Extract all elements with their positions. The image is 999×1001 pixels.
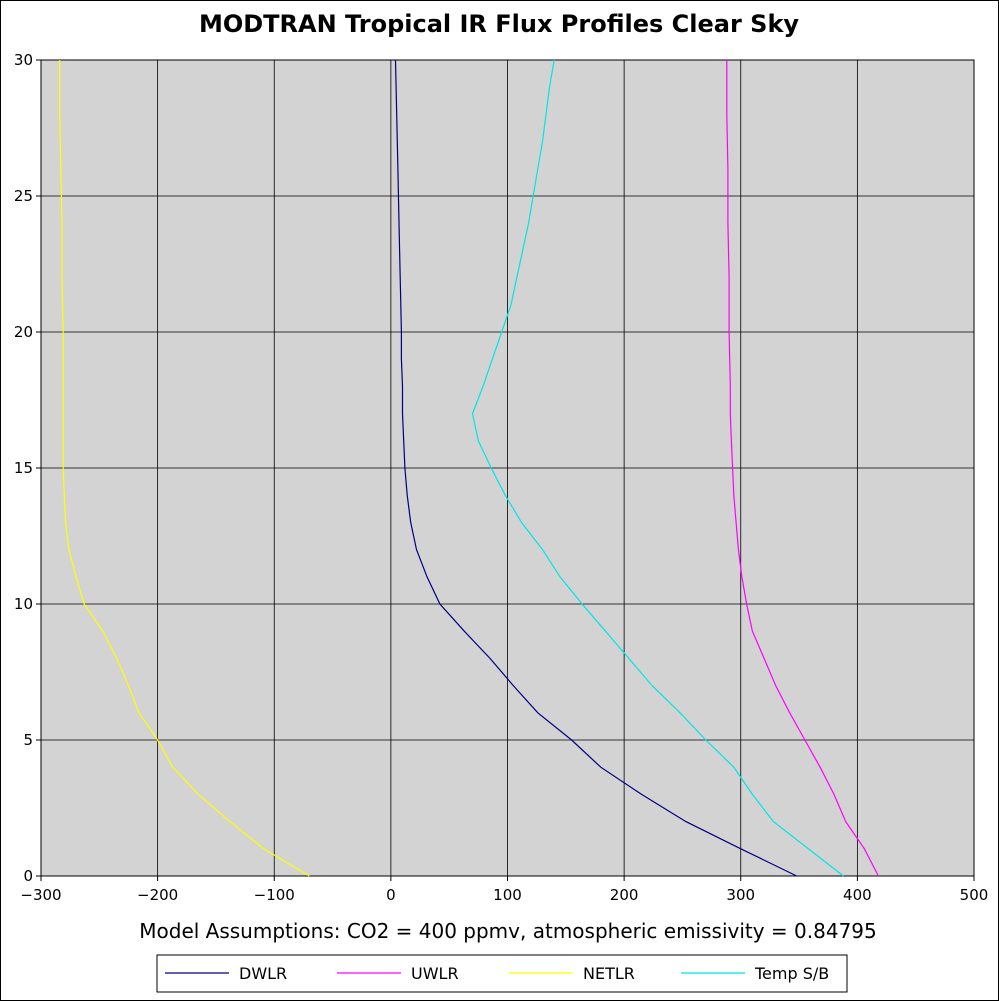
series-line-uwlr — [726, 60, 879, 877]
y-tick-label: 5 — [23, 731, 33, 749]
x-tick-label: −200 — [137, 886, 178, 904]
legend-label: NETLR — [583, 964, 635, 983]
series-line-dwlr — [394, 59, 797, 877]
x-axis-ticks: −300 −200 −100 0 100 200 300 400 500 — [20, 876, 988, 904]
legend: DWLR UWLR NETLR Temp S/B — [165, 964, 829, 983]
series-line-temp-s-b — [471, 59, 844, 877]
y-tick-label: 30 — [14, 51, 33, 69]
x-tick-label: 500 — [960, 886, 989, 904]
chart-caption: Model Assumptions: CO2 = 400 ppmv, atmos… — [139, 919, 877, 943]
series-group — [59, 59, 879, 877]
x-tick-label: −300 — [20, 886, 61, 904]
x-tick-label: −100 — [254, 886, 295, 904]
x-tick-label: 300 — [726, 886, 755, 904]
x-tick-label: 100 — [493, 886, 522, 904]
legend-label: UWLR — [411, 964, 459, 983]
y-tick-label: 20 — [14, 323, 33, 341]
x-tick-label: 0 — [386, 886, 396, 904]
chart-title: MODTRAN Tropical IR Flux Profiles Clear … — [199, 10, 799, 38]
x-tick-label: 400 — [843, 886, 872, 904]
legend-label: Temp S/B — [754, 964, 829, 983]
y-tick-label: 0 — [23, 867, 33, 885]
grid — [41, 60, 974, 876]
legend-label: DWLR — [239, 964, 287, 983]
y-tick-label: 15 — [14, 459, 33, 477]
x-tick-label: 200 — [610, 886, 639, 904]
y-tick-label: 10 — [14, 595, 33, 613]
y-tick-label: 25 — [14, 187, 33, 205]
series-line-netlr — [59, 60, 310, 877]
y-axis-ticks: 0 5 10 15 20 25 30 — [14, 51, 41, 885]
